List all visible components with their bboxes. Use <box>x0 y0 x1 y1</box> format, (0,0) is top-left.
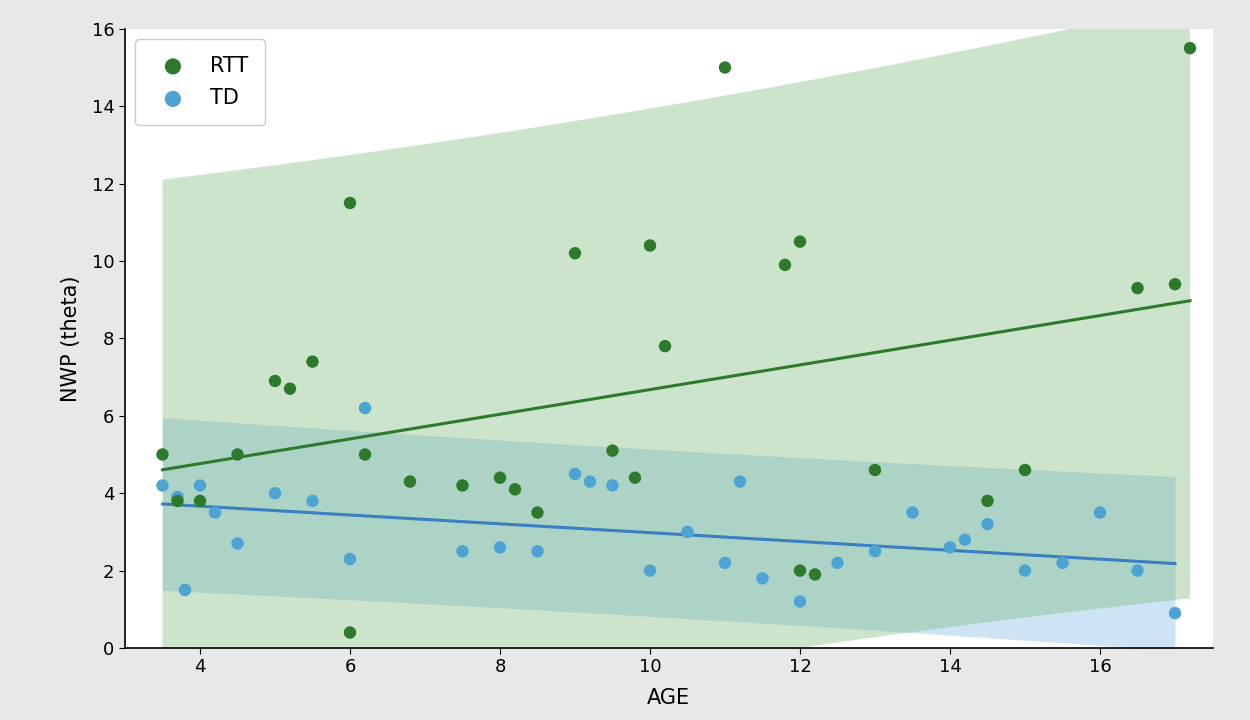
RTT <box>340 197 360 209</box>
TD <box>168 491 187 503</box>
TD <box>205 507 225 518</box>
RTT <box>340 626 360 638</box>
TD <box>528 546 548 557</box>
RTT <box>602 445 622 456</box>
RTT <box>302 356 322 367</box>
RTT <box>775 259 795 271</box>
Y-axis label: NWP (theta): NWP (theta) <box>60 275 80 402</box>
TD <box>1052 557 1072 569</box>
RTT <box>190 495 210 507</box>
RTT <box>790 564 810 576</box>
TD <box>355 402 375 414</box>
RTT <box>790 236 810 248</box>
TD <box>190 480 210 491</box>
TD <box>955 534 975 546</box>
RTT <box>490 472 510 484</box>
TD <box>752 572 772 584</box>
TD <box>730 476 750 487</box>
TD <box>828 557 848 569</box>
RTT <box>528 507 548 518</box>
TD <box>580 476 600 487</box>
TD <box>1128 564 1148 576</box>
RTT <box>280 383 300 395</box>
TD <box>678 526 698 538</box>
TD <box>790 596 810 608</box>
TD <box>265 487 285 499</box>
TD <box>228 538 248 549</box>
RTT <box>355 449 375 460</box>
RTT <box>655 341 675 352</box>
TD <box>490 541 510 553</box>
RTT <box>978 495 998 507</box>
RTT <box>505 484 525 495</box>
TD <box>340 553 360 564</box>
TD <box>865 546 885 557</box>
TD <box>302 495 322 507</box>
RTT <box>1165 279 1185 290</box>
TD <box>1090 507 1110 518</box>
TD <box>1165 608 1185 619</box>
RTT <box>565 248 585 259</box>
TD <box>602 480 622 491</box>
RTT <box>625 472 645 484</box>
RTT <box>1180 42 1200 54</box>
RTT <box>640 240 660 251</box>
TD <box>1015 564 1035 576</box>
TD <box>978 518 998 530</box>
TD <box>565 468 585 480</box>
TD <box>715 557 735 569</box>
TD <box>152 480 173 491</box>
RTT <box>865 464 885 476</box>
TD <box>452 546 472 557</box>
RTT <box>1015 464 1035 476</box>
RTT <box>265 375 285 387</box>
TD <box>640 564 660 576</box>
RTT <box>152 449 173 460</box>
RTT <box>168 495 187 507</box>
TD <box>940 541 960 553</box>
RTT <box>228 449 248 460</box>
RTT <box>1128 282 1148 294</box>
RTT <box>805 569 825 580</box>
TD <box>902 507 922 518</box>
RTT <box>715 62 735 73</box>
TD <box>175 584 195 595</box>
Legend: RTT, TD: RTT, TD <box>135 39 265 125</box>
RTT <box>452 480 472 491</box>
X-axis label: AGE: AGE <box>648 688 690 708</box>
RTT <box>400 476 420 487</box>
